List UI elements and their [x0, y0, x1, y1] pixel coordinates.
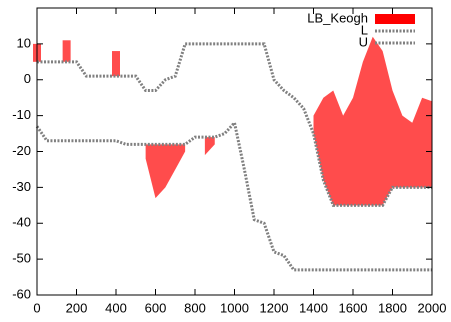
legend-label: LB_Keogh — [307, 10, 368, 25]
x-tick-label: 2000 — [418, 300, 447, 315]
legend-swatch — [375, 14, 415, 24]
lb-area — [112, 51, 120, 77]
x-tick-label: 200 — [66, 300, 88, 315]
legend-label: U — [359, 34, 368, 49]
envelope-line — [37, 42, 432, 207]
lb-area — [145, 144, 186, 199]
x-tick-label: 800 — [184, 300, 206, 315]
x-tick-label: 1800 — [378, 300, 407, 315]
legend-label: L — [361, 22, 368, 37]
x-tick-label: 600 — [145, 300, 167, 315]
y-tick-label: -30 — [12, 179, 31, 194]
x-tick-label: 0 — [33, 300, 40, 315]
x-tick-label: 1000 — [220, 300, 249, 315]
x-tick-label: 1200 — [260, 300, 289, 315]
x-tick-label: 400 — [105, 300, 127, 315]
y-tick-label: -60 — [12, 286, 31, 301]
y-tick-label: -40 — [12, 215, 31, 230]
envelope-line — [35, 119, 432, 272]
lb-area — [62, 40, 71, 62]
y-tick-label: 0 — [24, 71, 31, 86]
lb-area — [313, 36, 432, 206]
y-tick-label: -20 — [12, 143, 31, 158]
x-tick-label: 1400 — [299, 300, 328, 315]
lb-area — [204, 137, 215, 156]
y-tick-label: -50 — [12, 251, 31, 266]
y-tick-label: 10 — [17, 35, 31, 50]
y-tick-label: -10 — [12, 107, 31, 122]
x-tick-label: 1600 — [339, 300, 368, 315]
